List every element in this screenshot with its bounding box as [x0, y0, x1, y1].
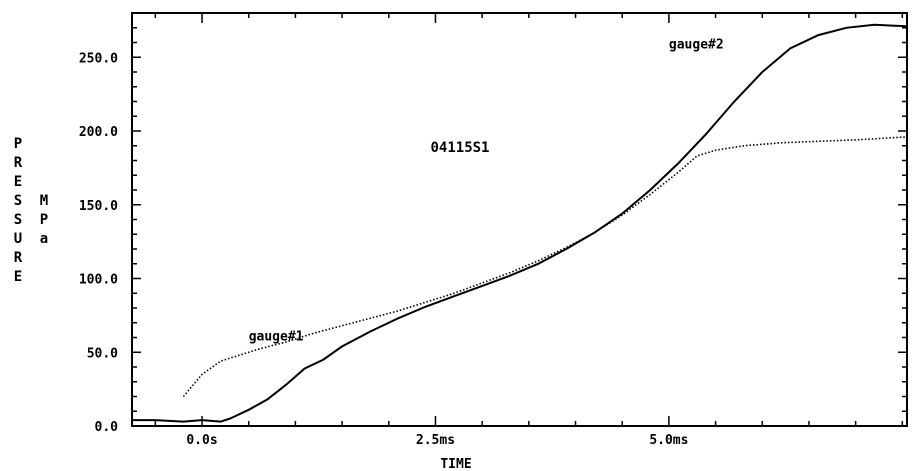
series-line-gauge1 [182, 136, 908, 398]
chart-annotation: 04115S1 [430, 140, 489, 156]
y-axis-label-char: U [14, 231, 22, 247]
y-axis-label-char: P [14, 136, 22, 152]
series-layer: gauge#1 gauge#2 [132, 23, 908, 423]
x-tick-label: 2.5ms [416, 433, 455, 448]
y-axis-label-char: R [14, 155, 23, 171]
y-tick-label: 50.0 [87, 346, 118, 361]
y-axis-label-char: R [14, 250, 23, 266]
y-axis-unit-label: MPa [40, 193, 48, 247]
series-line-gauge2 [132, 23, 908, 423]
y-tick-label: 100.0 [79, 273, 118, 288]
plot-frame [131, 12, 908, 427]
y-axis-label-char: E [14, 174, 22, 190]
x-tick-label: 0.0s [186, 433, 217, 448]
y-axis-label-char: E [14, 269, 22, 285]
y-tick-label: 0.0 [95, 420, 119, 435]
y-tick-label: 200.0 [79, 125, 118, 140]
y-tick-label: 250.0 [79, 51, 118, 66]
series-label-gauge1: gauge#1 [249, 329, 304, 344]
y-axis-label-char: S [14, 193, 22, 209]
axis-ticks: 0.0 50.0 100.0 150.0 200.0 250.0 0.0s 2.5ms 5.0m… [79, 12, 907, 448]
x-axis-label: TIME [440, 457, 471, 471]
y-tick-label: 150.0 [79, 199, 118, 214]
y-axis-unit-char: P [40, 212, 48, 228]
y-axis-label-char: S [14, 212, 22, 228]
y-axis-unit-char: M [40, 193, 48, 209]
y-axis-unit-char: a [40, 231, 48, 247]
series-label-gauge2: gauge#2 [669, 37, 724, 52]
x-tick-label: 5.0ms [649, 433, 688, 448]
